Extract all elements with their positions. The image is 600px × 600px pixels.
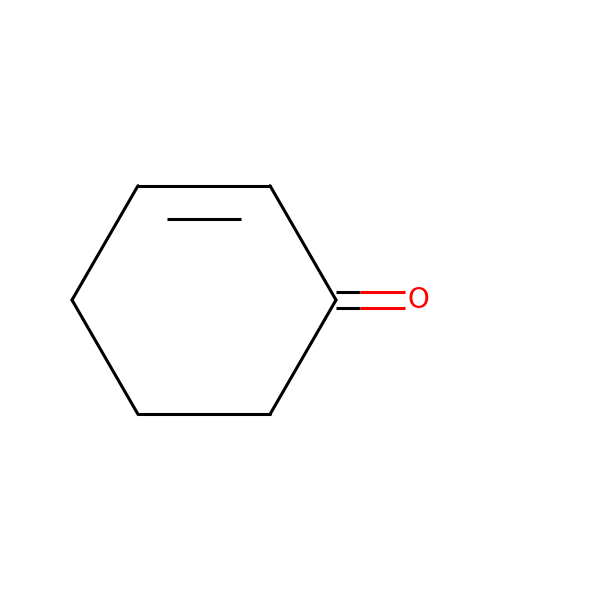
- Text: O: O: [407, 286, 429, 314]
